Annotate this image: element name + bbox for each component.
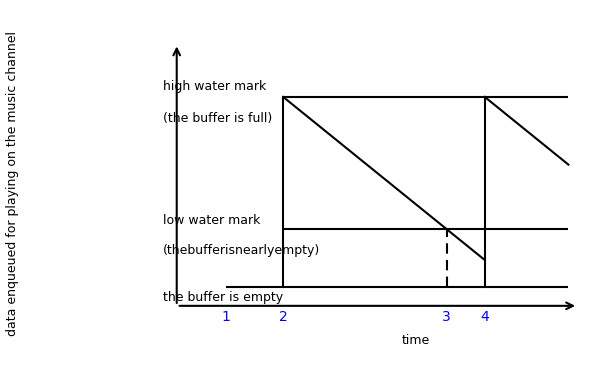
Text: high water mark: high water mark [163,80,266,93]
Text: (the buffer is full): (the buffer is full) [163,112,272,124]
Text: time: time [402,334,431,347]
Text: (thebufferisnearlyempty): (thebufferisnearlyempty) [163,244,320,257]
Text: data enqueued for playing on the music channel: data enqueued for playing on the music c… [5,30,19,336]
Text: 2: 2 [279,310,288,325]
Text: 4: 4 [480,310,489,325]
Text: low water mark: low water mark [163,214,260,227]
Text: 3: 3 [442,310,451,325]
Text: 1: 1 [222,310,231,325]
Text: the buffer is empty: the buffer is empty [163,291,283,304]
